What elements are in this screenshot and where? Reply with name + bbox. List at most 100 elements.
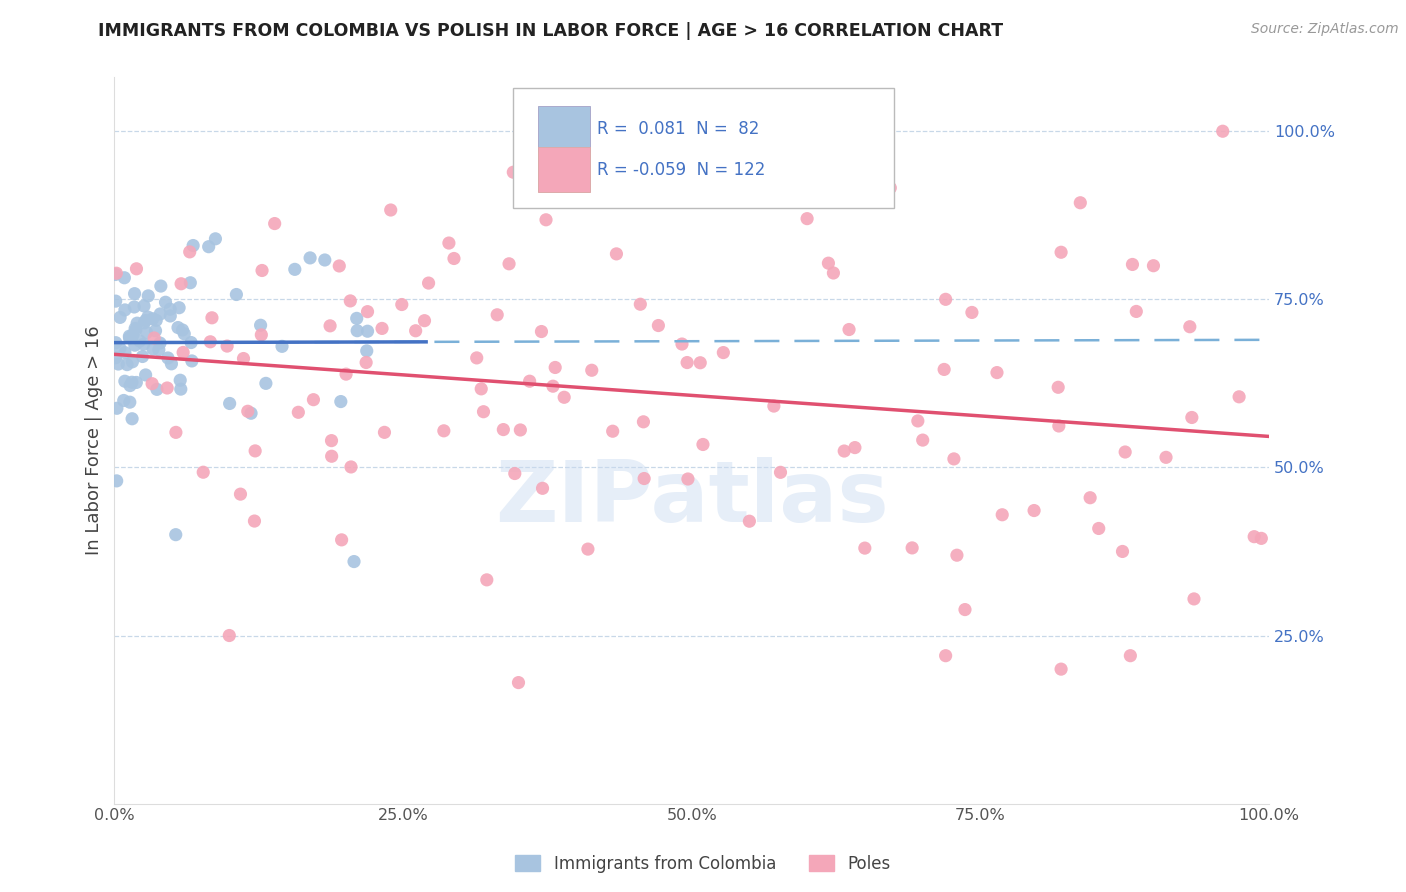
Point (180, 335, 202, 350)
Point (302, 392, 325, 407)
Point (250, 327, 273, 342)
Point (508, 675, 530, 690)
Point (935, 293, 957, 307)
Point (991, 508, 1014, 522)
Point (299, 251, 322, 265)
Point (354, 355, 377, 369)
Point (676, 472, 699, 486)
Point (249, 318, 271, 333)
Point (236, 404, 259, 418)
Point (105, 266, 128, 280)
Point (167, 301, 190, 315)
FancyBboxPatch shape (513, 88, 894, 208)
Point (371, 321, 394, 335)
Point (576, 542, 599, 557)
Point (159, 309, 181, 323)
Point (519, 374, 541, 388)
Point (193, 465, 215, 479)
Point (125, 376, 148, 390)
Point (232, 351, 254, 366)
Point (671, 337, 693, 351)
Point (132, 337, 155, 351)
Point (141, 376, 163, 391)
Point (1154, 450, 1177, 465)
Point (136, 289, 159, 303)
Point (156, 351, 179, 365)
Point (132, 299, 155, 313)
Text: R =  0.081  N =  82: R = 0.081 N = 82 (598, 120, 759, 138)
Point (165, 527, 187, 541)
Point (1250, 532, 1272, 546)
Point (146, 383, 169, 397)
Point (172, 323, 194, 337)
Point (935, 648, 957, 663)
Point (602, 424, 624, 438)
Point (373, 425, 395, 440)
Point (108, 341, 131, 355)
Point (1078, 491, 1101, 505)
Point (1119, 648, 1142, 663)
Point (125, 261, 148, 276)
Point (465, 351, 488, 365)
Point (145, 313, 167, 327)
Text: IMMIGRANTS FROM COLOMBIA VS POLISH IN LABOR FORCE | AGE > 16 CORRELATION CHART: IMMIGRANTS FROM COLOMBIA VS POLISH IN LA… (98, 22, 1004, 40)
Point (502, 165, 524, 179)
Point (120, 378, 142, 392)
Point (104, 268, 127, 282)
Point (218, 396, 240, 410)
Point (121, 376, 143, 390)
Point (142, 311, 165, 326)
Point (470, 382, 492, 396)
Point (633, 471, 655, 485)
Point (1047, 419, 1070, 434)
Point (817, 256, 839, 270)
Point (339, 293, 361, 308)
Point (1182, 591, 1205, 606)
Point (135, 368, 157, 382)
Point (118, 329, 141, 343)
Point (121, 411, 143, 425)
Point (492, 423, 515, 437)
Point (343, 555, 366, 569)
Legend: Immigrants from Colombia, Poles: Immigrants from Colombia, Poles (509, 848, 897, 880)
Point (118, 395, 141, 409)
Point (1069, 195, 1091, 210)
Point (1114, 445, 1136, 459)
Y-axis label: In Labor Force | Age > 16: In Labor Force | Age > 16 (86, 326, 103, 556)
Point (145, 324, 167, 338)
Point (418, 276, 440, 290)
Point (142, 342, 165, 356)
Point (287, 405, 309, 419)
Point (112, 393, 135, 408)
Point (118, 331, 141, 345)
Point (1227, 390, 1250, 404)
Point (647, 318, 669, 333)
Point (136, 310, 159, 324)
Point (127, 316, 149, 330)
Point (946, 548, 969, 562)
Point (391, 297, 413, 311)
Point (486, 308, 509, 322)
Text: ZIPatlas: ZIPatlas (495, 457, 889, 541)
Point (769, 466, 792, 480)
Point (405, 324, 427, 338)
Point (544, 360, 567, 375)
Point (329, 394, 352, 409)
Point (1022, 503, 1045, 517)
Point (121, 355, 143, 369)
FancyBboxPatch shape (538, 106, 591, 152)
Point (328, 259, 350, 273)
Point (413, 314, 436, 328)
Point (148, 343, 170, 357)
Point (200, 334, 222, 349)
Point (853, 541, 876, 555)
Point (169, 373, 191, 387)
Point (204, 232, 226, 246)
Point (534, 212, 557, 227)
Point (112, 270, 135, 285)
Point (201, 310, 224, 325)
Point (314, 252, 336, 267)
Point (901, 541, 924, 555)
Point (240, 406, 263, 420)
Point (960, 305, 983, 319)
